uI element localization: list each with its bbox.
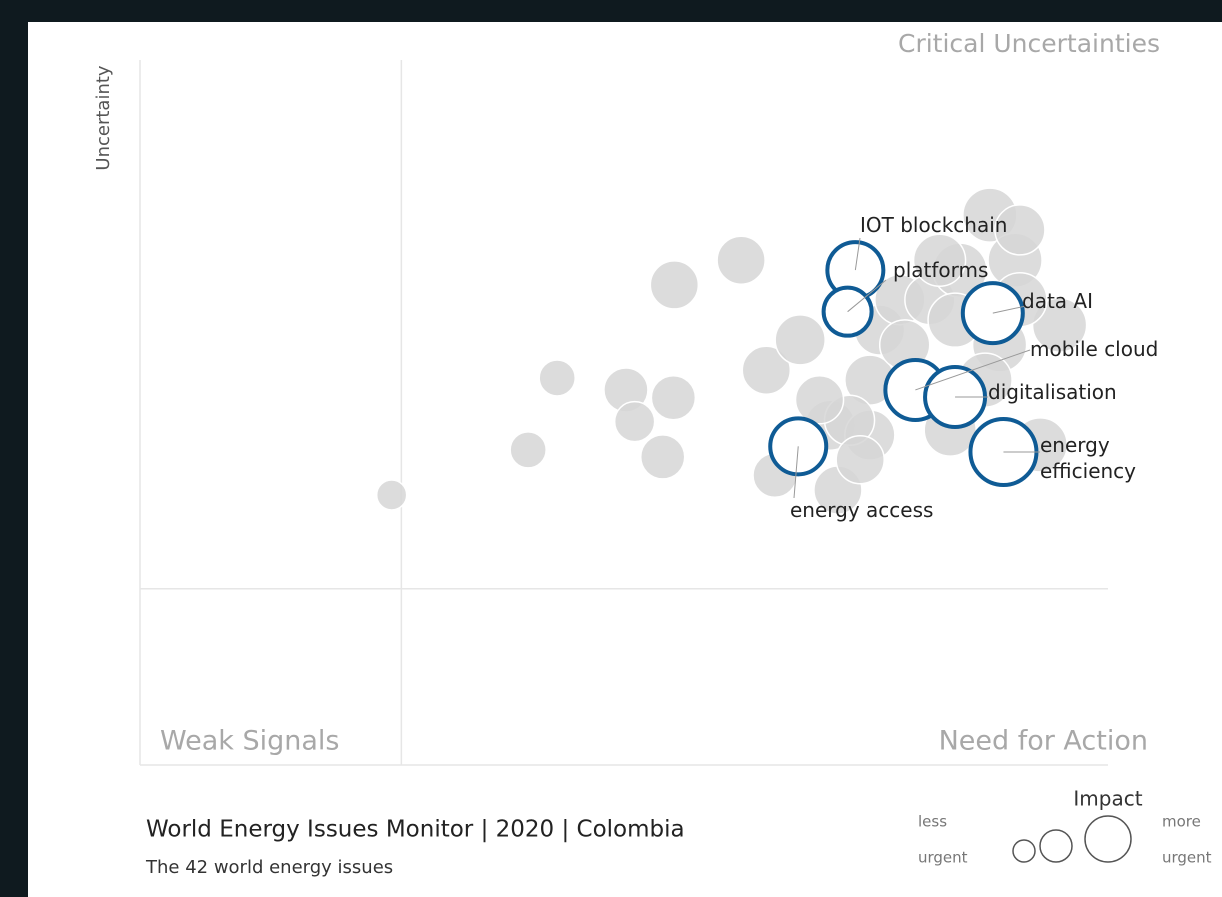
bubble — [510, 432, 546, 468]
bubble — [717, 236, 765, 284]
size-legend-high: urgent — [1162, 849, 1212, 867]
size-legend-circle — [1013, 840, 1035, 862]
page: Critical Uncertainties Weak Signals Need… — [0, 0, 1222, 897]
chart: Critical Uncertainties Weak Signals Need… — [0, 0, 1222, 897]
bubble — [641, 435, 685, 479]
bubble-label: mobile cloud — [1030, 336, 1158, 362]
y-axis-label: Uncertainty — [93, 65, 114, 171]
bubble — [651, 376, 695, 420]
bubble — [615, 402, 655, 442]
bubble — [539, 360, 575, 396]
size-legend-circle — [1040, 830, 1072, 862]
bubble — [836, 436, 884, 484]
chart-title: World Energy Issues Monitor | 2020 | Col… — [146, 817, 685, 843]
quadrant-label: Weak Signals — [160, 726, 340, 757]
size-legend-title: Impact — [1073, 787, 1142, 811]
bubble-label: energy efficiency — [1040, 432, 1160, 484]
bubble — [650, 261, 698, 309]
bubble-label: digitalisation — [988, 379, 1117, 405]
chart-subtitle: The 42 world energy issues — [145, 857, 393, 878]
size-legend-low: urgent — [918, 849, 968, 867]
quadrant-label: Need for Action — [939, 726, 1148, 757]
bubble — [775, 315, 825, 365]
size-legend-high: more — [1162, 813, 1201, 831]
size-legend-low: less — [918, 813, 947, 831]
bubble-label: IOT blockchain — [860, 212, 1007, 238]
size-legend-circle — [1085, 816, 1131, 862]
bubble-label: data AI — [1022, 288, 1093, 314]
bubble-label: energy access — [790, 497, 933, 523]
quadrant-label: Critical Uncertainties — [898, 29, 1160, 58]
bubble-label: platforms — [893, 257, 988, 283]
bubble — [377, 480, 407, 510]
bubble — [796, 376, 844, 424]
